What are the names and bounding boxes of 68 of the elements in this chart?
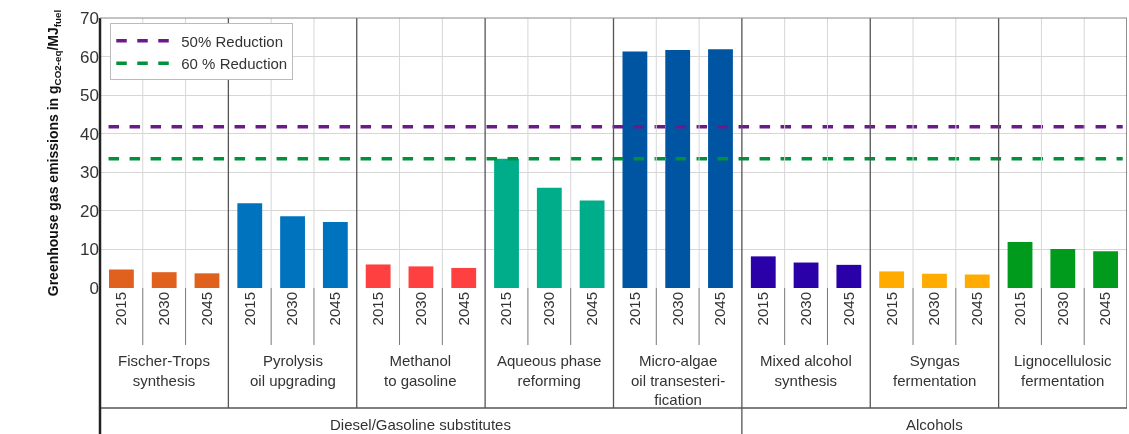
text: Syngas fermentation: [893, 352, 977, 389]
x-tick-label: 2015: [240, 292, 258, 326]
text: Pyrolysis oil upgrading: [250, 352, 336, 389]
bar: [194, 273, 220, 288]
text: Aqueous phase reforming: [497, 352, 602, 389]
y-tick-label: 0: [89, 278, 99, 298]
bar: [108, 269, 134, 288]
y-tick-label: 30: [80, 163, 99, 183]
bar: [408, 266, 434, 288]
bar: [964, 274, 990, 288]
text: Mixed alcohol synthesis: [760, 352, 852, 389]
x-tick-label: 2030: [1053, 292, 1071, 326]
x-tick-label: 2015: [1010, 292, 1028, 326]
y-tick-label: 40: [80, 124, 99, 144]
x-tick-label: 2045: [197, 292, 215, 326]
y-tick-label: 70: [80, 8, 99, 28]
bar: [922, 273, 947, 288]
x-tick-label: 2045: [968, 292, 986, 326]
x-tick-label: 2030: [796, 292, 814, 326]
x-tick-label: 2045: [582, 292, 600, 326]
x-tick-label: 2045: [326, 292, 344, 326]
x-tick-label: 2030: [411, 292, 429, 326]
text: Alcohols: [906, 416, 963, 433]
text: Lignocellulosic fermentation: [1014, 352, 1113, 389]
text: Fischer-Trops synthesis: [118, 352, 210, 389]
text: Micro-algae oil transesteri- fication: [631, 352, 726, 408]
x-tick-label: 2030: [668, 292, 686, 326]
y-tick-label: 20: [80, 201, 99, 221]
bar: [708, 49, 733, 288]
x-tick-label: 2030: [540, 292, 558, 326]
x-tick-label: 2015: [369, 292, 387, 326]
x-tick-label: 2045: [711, 292, 729, 326]
legend-label: 50% Reduction: [181, 32, 283, 50]
bar: [793, 262, 819, 288]
bar: [665, 50, 691, 288]
text: Methanol to gasoline: [384, 352, 457, 389]
x-tick-label: 2015: [754, 292, 772, 326]
bar: [879, 271, 905, 288]
bar: [365, 264, 391, 288]
x-tick-label: 2045: [454, 292, 472, 326]
bar: [536, 187, 562, 288]
bar: [494, 158, 519, 288]
x-tick-label: 2030: [925, 292, 943, 326]
bar: [1050, 249, 1076, 288]
bar: [151, 272, 177, 288]
text: Diesel/Gasoline substitutes: [330, 416, 511, 433]
x-tick-label: 2045: [1096, 292, 1114, 326]
bar: [451, 267, 477, 288]
bar: [237, 203, 263, 288]
bar: [322, 222, 348, 288]
x-tick-label: 2030: [155, 292, 173, 326]
bar: [1093, 251, 1119, 288]
x-tick-label: 2015: [882, 292, 900, 326]
bar: [579, 200, 605, 288]
x-tick-label: 2015: [497, 292, 515, 326]
y-tick-label: 50: [80, 86, 99, 106]
bar: [750, 256, 776, 288]
legend-label: 60 % Reduction: [181, 55, 288, 72]
y-tick-label: 10: [80, 240, 99, 260]
bar: [622, 51, 648, 288]
y-tick-label: 60: [80, 47, 99, 67]
x-tick-label: 2015: [625, 292, 643, 326]
x-tick-label: 2045: [839, 292, 857, 326]
x-tick-label: 2015: [112, 292, 130, 326]
bar: [836, 264, 862, 288]
bar: [280, 216, 305, 288]
bar: [1007, 242, 1033, 288]
x-tick-label: 2030: [283, 292, 301, 326]
